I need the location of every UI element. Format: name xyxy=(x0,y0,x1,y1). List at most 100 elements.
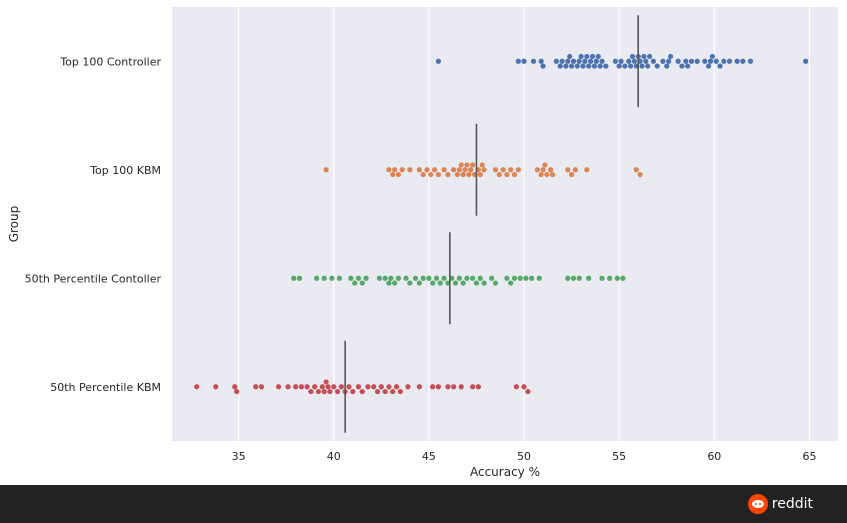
data-point xyxy=(298,384,304,390)
data-point xyxy=(464,162,470,168)
y-tick-label: 50th Percentile Contoller xyxy=(25,272,162,285)
data-point xyxy=(540,167,546,173)
data-point xyxy=(399,167,405,173)
data-point xyxy=(470,384,476,390)
data-point xyxy=(500,167,506,173)
x-tick-label: 65 xyxy=(802,450,816,463)
data-point xyxy=(664,63,670,69)
data-point xyxy=(654,63,660,69)
data-point xyxy=(572,167,579,173)
data-point xyxy=(713,58,719,64)
data-point xyxy=(441,167,447,173)
data-point xyxy=(570,275,577,281)
data-point xyxy=(553,58,559,64)
data-point xyxy=(452,280,459,286)
data-point xyxy=(359,388,365,395)
data-point xyxy=(395,275,402,281)
data-point xyxy=(515,58,521,64)
data-point xyxy=(304,384,310,390)
data-point xyxy=(641,53,647,60)
data-point xyxy=(584,53,590,60)
data-point xyxy=(456,275,462,281)
data-point xyxy=(694,58,700,64)
data-point xyxy=(565,167,571,173)
data-point xyxy=(435,384,441,390)
data-point xyxy=(470,162,476,168)
data-point xyxy=(371,384,377,390)
data-point xyxy=(508,280,514,286)
data-point xyxy=(576,58,582,64)
data-point xyxy=(540,63,546,69)
data-point xyxy=(420,171,426,178)
data-point xyxy=(629,53,636,60)
data-point xyxy=(603,63,609,69)
data-point xyxy=(504,275,510,281)
data-point xyxy=(580,63,586,69)
data-point xyxy=(726,58,733,64)
x-axis-label: Accuracy % xyxy=(470,465,540,479)
x-tick-label: 45 xyxy=(422,450,436,463)
data-point xyxy=(548,167,554,173)
data-point xyxy=(232,384,238,390)
data-point xyxy=(675,58,681,64)
data-point xyxy=(350,388,356,395)
x-axis-ticks: 35 40 45 50 55 60 65 xyxy=(232,450,817,463)
y-axis-ticks: Top 100 Controller Top 100 KBM 50th Percen… xyxy=(25,55,162,394)
data-point xyxy=(565,275,571,281)
data-point xyxy=(293,384,299,390)
data-point xyxy=(489,275,495,281)
data-point xyxy=(456,167,462,173)
data-point xyxy=(643,58,649,64)
data-point xyxy=(416,384,422,390)
data-point xyxy=(721,58,727,64)
data-point xyxy=(569,171,575,178)
data-point xyxy=(614,275,620,281)
data-point xyxy=(464,275,470,281)
brand-name: reddit xyxy=(771,496,813,512)
data-point xyxy=(390,388,396,395)
reddit-icon xyxy=(747,494,768,514)
data-point xyxy=(631,58,637,64)
data-point xyxy=(315,388,322,395)
data-point xyxy=(359,280,365,286)
data-point xyxy=(717,63,723,69)
data-point xyxy=(620,275,626,281)
data-point xyxy=(412,275,419,281)
data-point xyxy=(530,58,537,64)
data-point xyxy=(445,171,451,178)
data-point xyxy=(416,280,422,286)
data-point xyxy=(688,58,695,64)
median-lines xyxy=(344,15,640,433)
data-point xyxy=(355,275,362,281)
plot-area xyxy=(172,7,838,441)
data-point xyxy=(433,275,440,281)
data-point xyxy=(511,275,518,281)
data-point xyxy=(420,275,426,281)
data-point xyxy=(597,63,603,69)
data-point xyxy=(559,58,565,64)
data-point xyxy=(622,63,628,69)
data-point xyxy=(599,275,605,281)
data-point xyxy=(569,63,575,69)
data-point xyxy=(424,167,430,173)
x-tick-label: 35 xyxy=(232,450,246,463)
brand-logo[interactable]: reddit xyxy=(747,494,813,514)
data-point xyxy=(460,280,466,286)
data-point xyxy=(458,162,464,168)
data-point xyxy=(407,280,413,286)
data-point xyxy=(477,275,483,281)
data-point xyxy=(348,275,354,281)
data-point xyxy=(706,63,712,69)
data-point xyxy=(570,58,577,64)
data-point xyxy=(607,275,613,281)
data-point xyxy=(549,171,556,178)
data-point xyxy=(529,275,535,281)
data-point xyxy=(508,167,514,173)
data-point xyxy=(627,63,634,69)
data-point xyxy=(430,384,436,390)
data-point xyxy=(666,58,672,64)
data-point xyxy=(253,384,259,390)
data-point xyxy=(586,63,592,69)
data-point xyxy=(382,275,388,281)
data-point xyxy=(470,275,476,281)
